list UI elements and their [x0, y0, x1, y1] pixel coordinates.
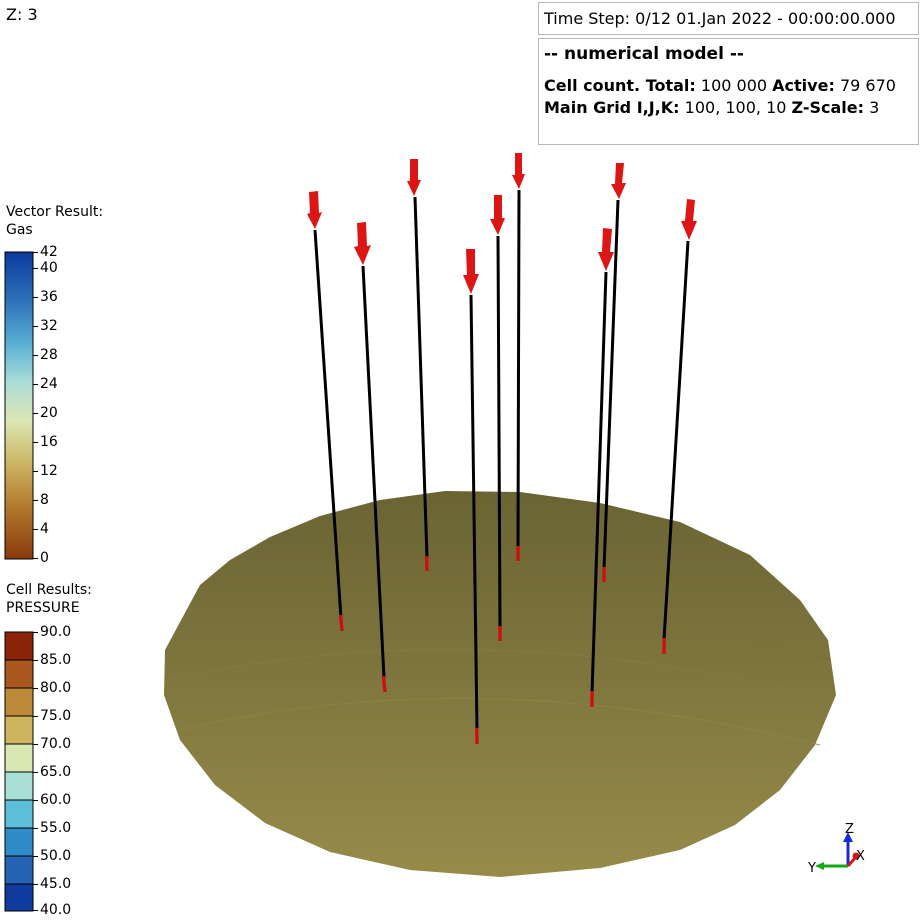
wells[interactable] — [307, 153, 697, 745]
model-info-box: -- numerical model -- Cell count. Total:… — [538, 38, 919, 145]
vector-arrow — [463, 249, 479, 294]
well[interactable] — [490, 195, 505, 641]
time-step-box: Time Step: 0/12 01.Jan 2022 - 00:00:00.0… — [538, 2, 919, 35]
cell-count-label: Cell count. Total: — [544, 76, 696, 95]
axis-x-arrow — [852, 852, 860, 860]
active-label: Active: — [772, 76, 835, 95]
model-title: -- numerical model -- — [544, 44, 744, 64]
vector-legend-colorbar — [4, 251, 34, 560]
vector-legend-tick: 36 — [40, 289, 58, 305]
axis-cross: Z Y X — [807, 822, 865, 876]
pressure-legend-colorbar — [4, 631, 34, 912]
well-path[interactable] — [516, 189, 521, 549]
well[interactable] — [602, 163, 626, 583]
axis-x-label: X — [856, 849, 865, 864]
well-path[interactable] — [361, 265, 386, 679]
vector-legend-title: Vector Result: Gas — [6, 203, 103, 239]
pressure-legend-tick: 65.0 — [40, 764, 72, 780]
time-step-text: Time Step: 0/12 01.Jan 2022 - 00:00:00.0… — [544, 9, 896, 28]
vector-legend-title-line2: Gas — [6, 222, 33, 238]
well-path[interactable] — [590, 271, 608, 694]
vector-legend-tick: 24 — [40, 376, 58, 392]
cell-total-value: 100 000 — [700, 76, 768, 95]
axis-z-arrow — [843, 832, 853, 842]
vector-legend-tick: 40 — [40, 260, 58, 276]
pressure-legend-tick: 85.0 — [40, 652, 72, 668]
cell-count-line: Cell count. Total: 100 000 Active: 79 67… — [544, 75, 918, 97]
pressure-legend-tick: 40.0 — [40, 902, 72, 918]
well-path[interactable] — [469, 294, 479, 731]
vector-arrow — [407, 159, 421, 196]
z-scale-label: Z: 3 — [6, 5, 38, 24]
pressure-legend-tick: 55.0 — [40, 820, 72, 836]
vector-legend-tick: 16 — [40, 434, 58, 450]
vector-legend-tick: 0 — [40, 550, 49, 566]
pressure-legend-tick: 45.0 — [40, 876, 72, 892]
well-path[interactable] — [662, 240, 690, 641]
main-grid-line: Main Grid I,J,K: 100, 100, 10 Z-Scale: 3 — [544, 97, 918, 119]
pressure-legend-tick: 60.0 — [40, 792, 72, 808]
reservoir-layer-band — [171, 603, 829, 661]
pressure-legend-ticks — [33, 632, 38, 911]
well-perforation — [381, 675, 387, 693]
pressure-legend-tick: 75.0 — [40, 708, 72, 724]
axis-y-label: Y — [807, 861, 816, 876]
well[interactable] — [662, 199, 697, 655]
zscale-value: 3 — [869, 98, 880, 117]
axis-y-arrow — [815, 862, 824, 870]
vector-legend-tick: 28 — [40, 347, 58, 363]
well-path[interactable] — [496, 235, 502, 629]
vector-legend-tick: 8 — [40, 492, 49, 508]
main-grid-value: 100, 100, 10 — [684, 98, 787, 117]
well[interactable] — [463, 249, 479, 745]
vector-arrow — [512, 153, 525, 189]
vector-legend-tick: 32 — [40, 318, 58, 334]
pressure-legend-title-line2: PRESSURE — [6, 600, 80, 616]
vector-legend-ticks — [33, 252, 38, 559]
vector-legend-tick: 20 — [40, 405, 58, 421]
well-perforation — [424, 555, 429, 572]
axis-x-line — [846, 857, 857, 867]
pressure-legend-tick: 90.0 — [40, 624, 72, 640]
well[interactable] — [407, 159, 429, 572]
vector-arrow — [681, 199, 697, 240]
vector-arrow — [307, 191, 322, 229]
vector-legend-title-line1: Vector Result: — [6, 204, 104, 220]
vector-arrow — [598, 228, 614, 271]
well[interactable] — [307, 191, 344, 632]
cell-active-value: 79 670 — [839, 76, 896, 95]
reservoir-layer-band — [179, 697, 821, 746]
well-path[interactable] — [602, 199, 620, 570]
vector-legend-tick: 42 — [40, 244, 58, 260]
axis-z-label: Z — [845, 822, 854, 837]
vector-legend-tick: 12 — [40, 463, 58, 479]
pressure-legend-tick: 50.0 — [40, 848, 72, 864]
vector-arrow — [490, 195, 505, 235]
reservoir-layer-band — [167, 648, 835, 701]
well[interactable] — [354, 222, 387, 693]
well-perforation — [338, 614, 344, 632]
vector-arrow — [354, 222, 371, 265]
pressure-legend-title: Cell Results: PRESSURE — [6, 581, 92, 617]
well-path[interactable] — [413, 196, 429, 559]
well[interactable] — [512, 153, 525, 561]
vector-arrow — [611, 163, 626, 199]
zscale-label: Z-Scale: — [791, 98, 865, 117]
main-grid-label: Main Grid I,J,K: — [544, 98, 680, 117]
well[interactable] — [590, 228, 614, 708]
vector-legend-tick: 4 — [40, 521, 49, 537]
well-path[interactable] — [313, 229, 343, 619]
pressure-legend-tick: 70.0 — [40, 736, 72, 752]
pressure-legend-tick: 80.0 — [40, 680, 72, 696]
pressure-legend-title-line1: Cell Results: — [6, 582, 92, 598]
